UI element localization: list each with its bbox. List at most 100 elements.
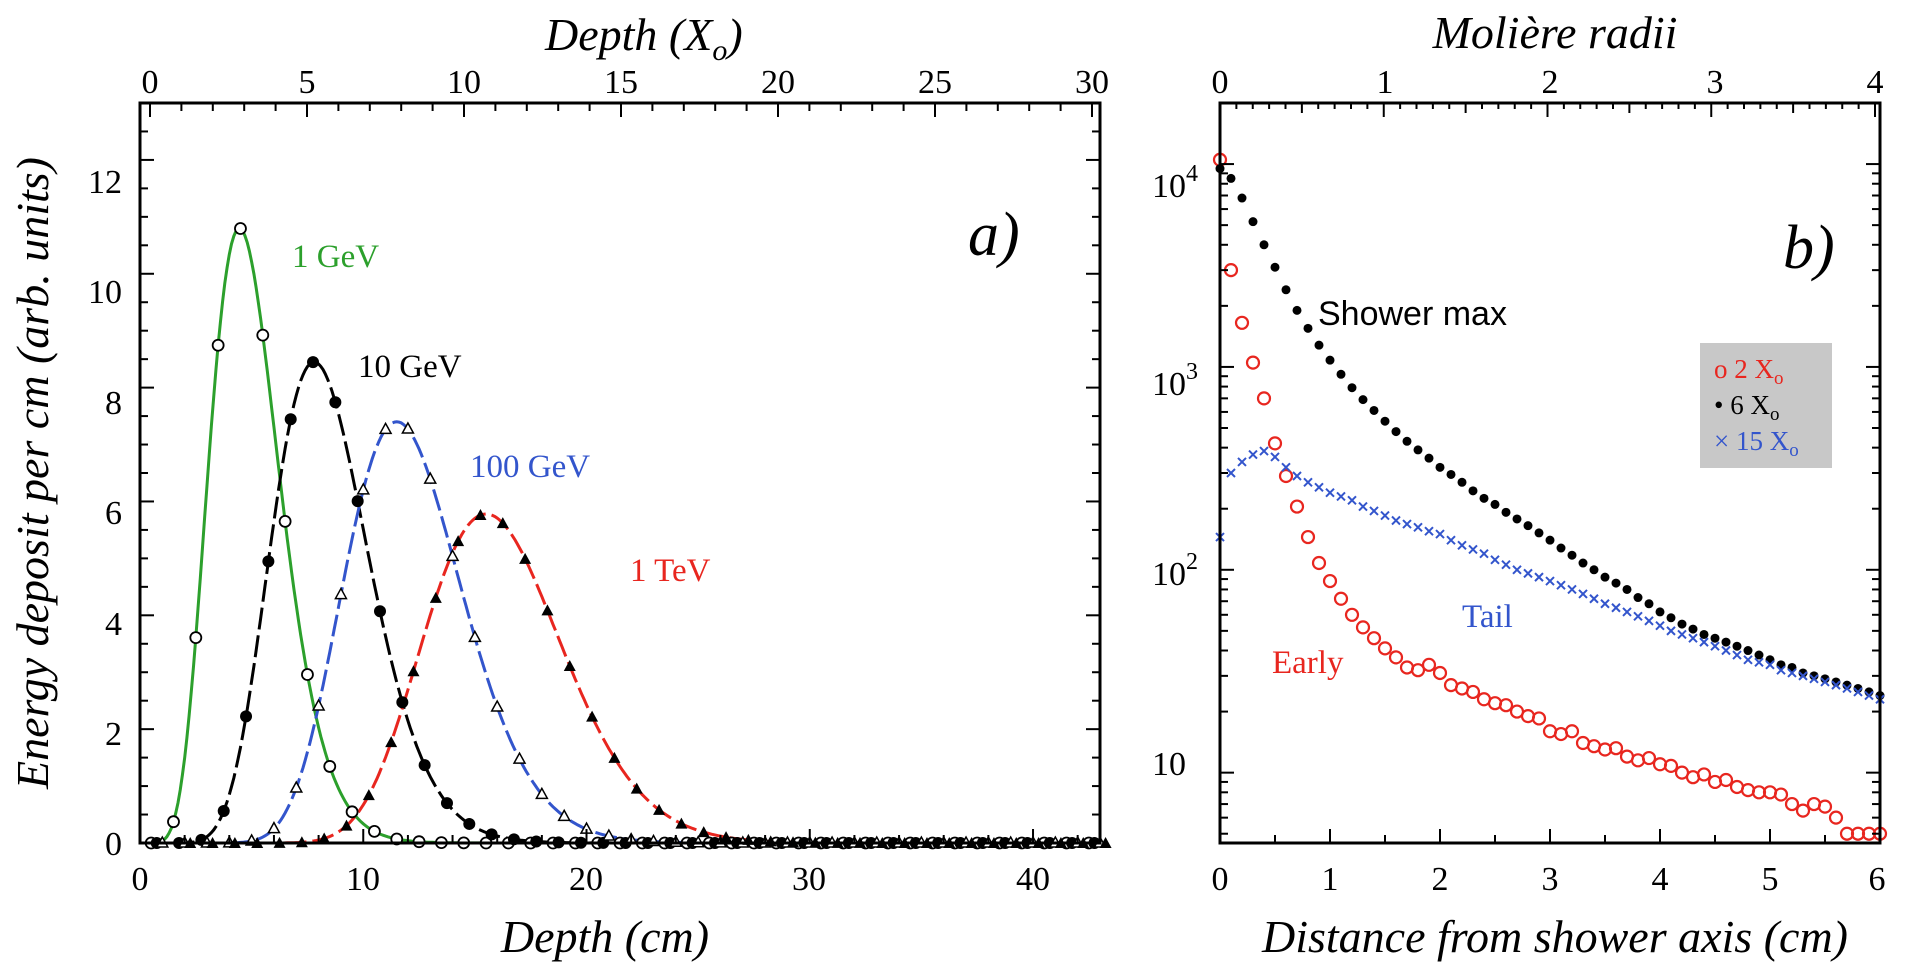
data-point-10-gev bbox=[284, 413, 297, 426]
data-point-15xo bbox=[1534, 572, 1544, 582]
data-point-15xo bbox=[1413, 522, 1423, 532]
data-point-100-gev bbox=[468, 629, 482, 643]
b-top-tick: 0 bbox=[1212, 64, 1229, 101]
data-point-2xo bbox=[1267, 436, 1283, 451]
legend-text: 6 X bbox=[1730, 390, 1770, 420]
data-point-15xo bbox=[1391, 515, 1401, 526]
data-point-15xo bbox=[1358, 501, 1368, 512]
panel-b-lateral-profile: 0 1 2 3 4 5 6 0 1 2 3 4 104 103 102 10 D… bbox=[1152, 7, 1888, 962]
data-point-2xo bbox=[1278, 468, 1294, 484]
data-point-1-gev bbox=[211, 338, 225, 352]
legend-text: 15 X bbox=[1736, 426, 1790, 456]
data-point-6xo bbox=[1402, 436, 1412, 446]
legend-symbol: • bbox=[1714, 390, 1723, 420]
data-point-15xo bbox=[1523, 568, 1533, 579]
data-point-2xo bbox=[1355, 620, 1371, 635]
data-point-1-gev bbox=[368, 824, 381, 838]
data-point-1-gev bbox=[256, 328, 270, 342]
label-1-tev: 1 TeV bbox=[630, 553, 711, 589]
data-point-6xo bbox=[1666, 613, 1676, 623]
data-point-15xo bbox=[1765, 660, 1775, 670]
legend-text: 2 X bbox=[1734, 354, 1774, 384]
data-point-6xo bbox=[1655, 607, 1665, 617]
curve-10-gev bbox=[144, 360, 1087, 845]
data-point-15xo bbox=[1226, 468, 1236, 478]
data-point-15xo bbox=[1600, 599, 1610, 609]
data-point-100-gev bbox=[490, 699, 504, 712]
a-xtick: 10 bbox=[346, 861, 380, 898]
data-point-100-gev bbox=[445, 548, 460, 562]
panel-a-energy-deposit-vs-depth: 0 10 20 30 40 0 2 4 6 8 10 12 0 5 10 15 … bbox=[7, 9, 1112, 962]
legend: o 2 Xo • 6 Xo × 15 Xo bbox=[1700, 343, 1832, 468]
data-point-10-gev bbox=[396, 696, 409, 709]
data-point-2xo bbox=[1388, 650, 1404, 665]
data-point-10-gev bbox=[485, 828, 498, 841]
data-point-10-gev bbox=[351, 495, 364, 508]
b-panel-letter: b) bbox=[1783, 214, 1835, 282]
data-point-6xo bbox=[1809, 671, 1819, 681]
data-point-2xo bbox=[1564, 724, 1580, 739]
data-point-15xo bbox=[1424, 526, 1434, 536]
data-point-6xo bbox=[1457, 477, 1467, 487]
data-point-6xo bbox=[1710, 633, 1720, 643]
data-point-100-gev bbox=[512, 751, 527, 764]
data-point-6xo bbox=[1589, 565, 1599, 575]
a-ytick: 4 bbox=[105, 606, 122, 643]
data-point-2xo bbox=[1234, 315, 1250, 330]
data-point-1-gev bbox=[345, 805, 359, 819]
data-point-15xo bbox=[1842, 683, 1852, 694]
data-point-15xo bbox=[1820, 677, 1830, 687]
data-point-2xo bbox=[1245, 355, 1261, 370]
data-point-10-gev bbox=[530, 835, 543, 848]
data-point-1-tev bbox=[407, 665, 420, 677]
curve-1-tev bbox=[144, 512, 1087, 845]
data-point-15xo bbox=[1248, 449, 1258, 460]
data-point-15xo bbox=[1578, 589, 1588, 599]
a-ytick: 6 bbox=[105, 495, 122, 532]
data-point-2xo bbox=[1300, 529, 1316, 545]
data-point-6xo bbox=[1688, 624, 1698, 634]
b-ytick-10: 10 bbox=[1152, 746, 1186, 783]
data-point-2xo bbox=[1344, 607, 1360, 622]
data-point-2xo bbox=[1718, 772, 1734, 788]
data-point-1-gev bbox=[234, 222, 247, 235]
data-point-2xo bbox=[1773, 787, 1789, 802]
data-point-15xo bbox=[1479, 549, 1489, 559]
label-10-gev: 10 GeV bbox=[358, 349, 462, 385]
data-point-6xo bbox=[1237, 193, 1247, 203]
data-point-6xo bbox=[1732, 641, 1742, 651]
b-top-tick: 1 bbox=[1377, 64, 1394, 101]
panel-a-ticks bbox=[139, 102, 1100, 844]
data-point-6xo bbox=[1622, 584, 1632, 594]
data-point-1-tev bbox=[563, 659, 576, 671]
data-point-2xo bbox=[1784, 796, 1800, 812]
a-top-axis-title: Depth (Xo) bbox=[544, 9, 743, 67]
data-point-15xo bbox=[1512, 565, 1522, 575]
data-point-15xo bbox=[1699, 637, 1709, 647]
data-point-6xo bbox=[1446, 469, 1456, 479]
data-point-100-gev bbox=[401, 421, 415, 434]
data-point-1-tev bbox=[675, 817, 688, 829]
data-point-15xo bbox=[1754, 657, 1764, 667]
data-point-6xo bbox=[1578, 558, 1588, 568]
data-point-10-gev bbox=[217, 804, 230, 817]
b-ytick-1e4-base: 10 bbox=[1152, 168, 1186, 205]
data-point-100-gev bbox=[423, 471, 438, 484]
data-point-6xo bbox=[1314, 340, 1324, 350]
data-point-6xo bbox=[1281, 285, 1291, 295]
data-point-15xo bbox=[1281, 462, 1291, 473]
data-point-6xo bbox=[1226, 173, 1236, 183]
b-xtick: 4 bbox=[1652, 861, 1669, 898]
data-point-1-gev bbox=[323, 760, 337, 773]
data-point-2xo bbox=[1608, 741, 1624, 756]
a-xtick: 40 bbox=[1016, 861, 1050, 898]
data-point-6xo bbox=[1501, 507, 1511, 517]
a-ytick: 8 bbox=[105, 385, 122, 422]
data-point-100-gev bbox=[557, 808, 571, 822]
data-point-100-gev bbox=[378, 421, 393, 435]
data-point-2xo bbox=[1289, 499, 1305, 514]
panel-b-frame bbox=[1218, 101, 1882, 845]
data-point-15xo bbox=[1347, 495, 1357, 506]
a-xtick: 20 bbox=[569, 861, 603, 898]
